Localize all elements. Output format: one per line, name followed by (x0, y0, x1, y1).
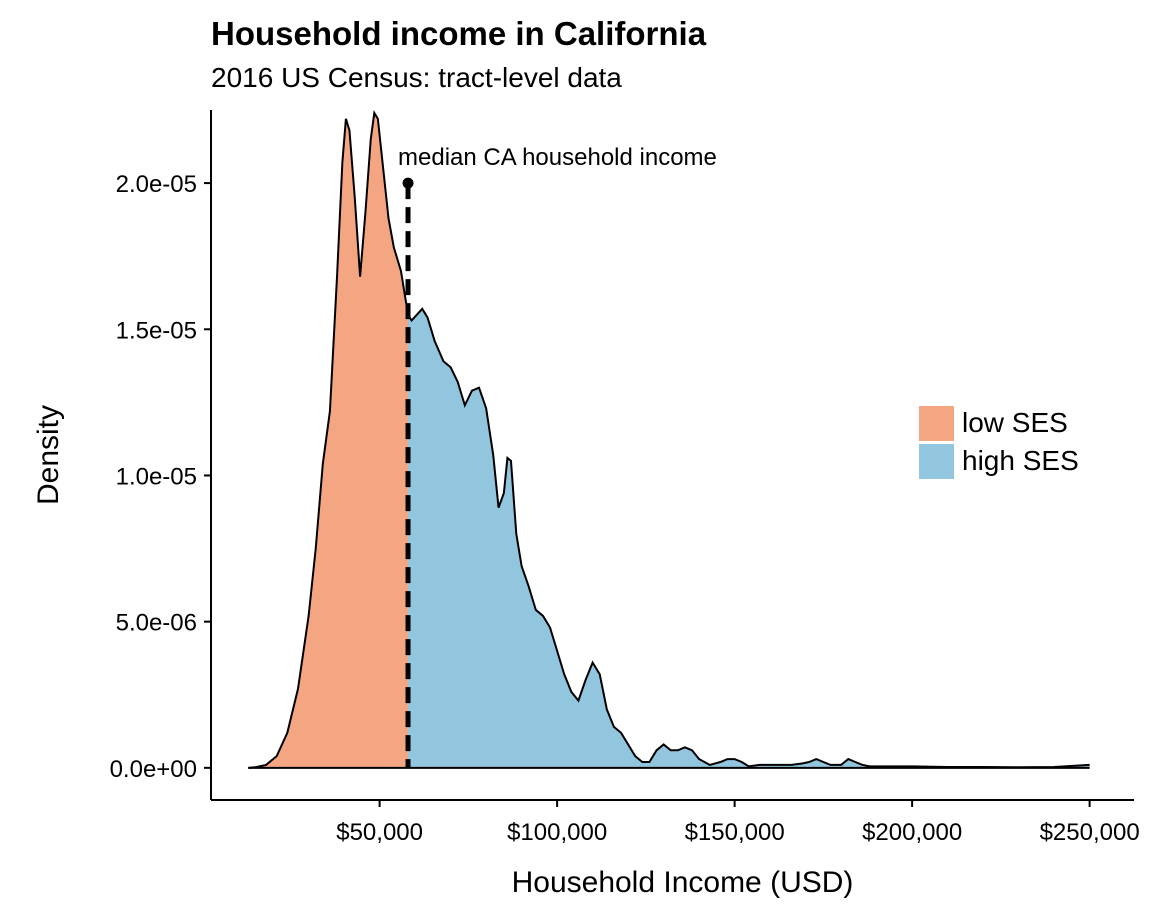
y-tick-label: 2.0e-05 (116, 171, 197, 198)
y-tick-label: 1.0e-05 (116, 463, 197, 490)
y-tick-label: 1.5e-05 (116, 317, 197, 344)
chart-title: Household income in California (211, 15, 707, 52)
median-label: median CA household income (398, 144, 717, 171)
legend: low SES high SES (919, 404, 1079, 480)
median-annotation: median CA household income (398, 144, 717, 768)
x-tick-label: $100,000 (507, 819, 607, 846)
x-axis-title: Household Income (USD) (512, 866, 854, 899)
high-ses-area (408, 308, 1090, 768)
chart-subtitle: 2016 US Census: tract-level data (211, 62, 622, 93)
legend-item-high-ses: high SES (919, 442, 1079, 480)
x-tick-label: $250,000 (1040, 819, 1140, 846)
legend-label-low-ses: low SES (962, 407, 1068, 438)
legend-swatch-low-ses (919, 405, 954, 441)
density-areas (248, 109, 1090, 769)
legend-swatch-high-ses (919, 443, 954, 479)
low-ses-area (248, 112, 409, 768)
legend-item-low-ses: low SES (919, 404, 1079, 442)
legend-label-high-ses: high SES (962, 445, 1079, 476)
density-curve (248, 109, 1090, 769)
x-tick-label: $150,000 (685, 819, 785, 846)
x-tick-label: $200,000 (862, 819, 962, 846)
y-axis-title: Density (32, 405, 65, 505)
median-point (402, 177, 414, 189)
x-tick-label: $50,000 (336, 819, 423, 846)
y-tick-label: 0.0e+00 (110, 756, 197, 783)
y-tick-label: 5.0e-06 (116, 610, 197, 637)
axes: 0.0e+00 5.0e-06 1.0e-05 1.5e-05 2.0e-05 $50,0… (32, 110, 1140, 899)
